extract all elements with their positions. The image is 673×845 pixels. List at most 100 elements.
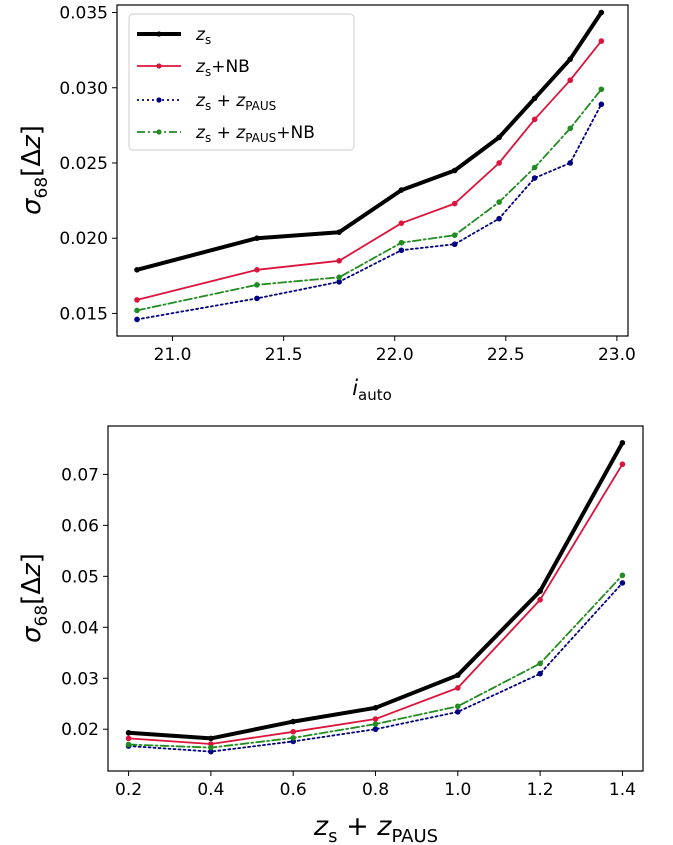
top-point-z-s [598, 9, 605, 16]
bottom-point-z-s-nb [619, 461, 626, 468]
top-point-z-s-z-paus [567, 160, 574, 166]
top-point-z-s-nb [531, 116, 538, 123]
bottom-point-z-s-nb [455, 685, 461, 691]
legend-box [128, 13, 355, 151]
bottom-y-tick-label: 0.07 [61, 465, 99, 485]
bottom-y-tick-label: 0.06 [61, 516, 99, 536]
legend-entry-zs-zpaus: zs + zPAUS [137, 91, 276, 113]
top-x-tick-label: 22.5 [487, 345, 525, 365]
bottom-x-tick-label: 0.6 [280, 780, 307, 800]
top-x-axis-label: iauto [352, 376, 392, 404]
legend: zs zs+NB zs + zPAUS zs + zPAUS+NB [128, 13, 355, 151]
top-point-z-s-nb [398, 220, 405, 226]
top-point-z-s-nb [134, 297, 140, 303]
bottom-point-z-s [125, 729, 132, 736]
bottom-x-axis-label: zs + zPAUS [313, 811, 438, 845]
svg-text:zs + zPAUS+NB: zs + zPAUS+NB [195, 123, 315, 145]
top-point-z-s-z-paus [531, 175, 538, 181]
bottom-y-tick-label: 0.04 [61, 618, 99, 638]
top-point-z-s-z-paus-nb [336, 274, 342, 281]
bottom-y-tick-label: 0.05 [61, 567, 99, 587]
top-point-z-s-nb [598, 38, 605, 44]
top-y-axis-label: σ68[Δz] [17, 125, 52, 215]
top-point-z-s-z-paus [496, 215, 502, 222]
top-x-tick-label: 22.0 [376, 345, 414, 365]
top-point-z-s [567, 56, 574, 62]
top-x-tick-label: 23.0 [598, 345, 636, 365]
top-point-z-s-nb [567, 77, 574, 84]
bottom-point-z-s-nb [290, 728, 296, 735]
top-point-z-s [134, 267, 140, 273]
top-point-z-s-z-paus-nb [134, 307, 140, 314]
bottom-point-z-s-z-paus-nb [372, 721, 379, 727]
top-point-z-s-nb [451, 200, 458, 207]
top-point-z-s [451, 167, 458, 174]
bottom-y-tick-label: 0.02 [61, 720, 99, 740]
legend-entry-zs-zpaus-nb: zs + zPAUS+NB [137, 123, 315, 145]
top-point-z-s-z-paus [254, 295, 260, 302]
top-point-z-s-z-paus-nb [598, 86, 605, 93]
bottom-y-tick-label: 0.03 [61, 669, 99, 689]
top-y-tick-label: 0.020 [59, 229, 108, 249]
svg-text:zs + zPAUS: zs + zPAUS [195, 91, 276, 113]
bottom-point-z-s-nb [125, 735, 132, 742]
top-y-tick-label: 0.025 [59, 154, 108, 174]
top-point-z-s [336, 229, 342, 235]
bottom-x-tick-label: 1.0 [444, 780, 471, 800]
top-point-z-s-nb [254, 267, 260, 273]
bottom-y-axis-label: σ68[Δz] [17, 553, 52, 643]
bottom-x-tick-label: 0.8 [362, 780, 389, 800]
top-point-z-s-z-paus [336, 279, 342, 285]
top-x-tick-label: 21.5 [265, 345, 303, 365]
legend-entry-zs-nb: zs+NB [137, 57, 250, 79]
bottom-point-z-s-nb [537, 596, 543, 603]
top-point-z-s [398, 187, 405, 193]
bottom-point-z-s [455, 672, 461, 678]
bottom-point-z-s-z-paus [208, 748, 214, 755]
bottom-point-z-s [619, 440, 626, 446]
bottom-point-z-s [372, 705, 379, 711]
svg-text:zs+NB: zs+NB [195, 57, 250, 79]
top-series-line-z-s-z-paus [136, 103, 603, 321]
bottom-point-z-s-z-paus [619, 580, 626, 586]
legend-entry-zs: zs [137, 25, 211, 47]
top-chart-panel: 21.0 21.5 22.0 22.5 23.0 0.015 0.020 0.025 0.030… [17, 4, 636, 404]
bottom-x-tick-label: 0.2 [115, 780, 142, 800]
top-y-tick-label: 0.030 [59, 79, 108, 99]
bottom-x-tick-label: 1.2 [527, 780, 554, 800]
bottom-point-z-s-z-paus-nb [537, 660, 543, 667]
bottom-x-tick-label: 1.4 [609, 780, 636, 800]
bottom-series-line-z-s-nb [127, 463, 624, 745]
bottom-point-z-s [208, 735, 214, 742]
bottom-point-z-s-z-paus-nb [125, 741, 132, 748]
bottom-point-z-s [537, 588, 543, 594]
top-point-z-s-z-paus [134, 316, 140, 323]
top-point-z-s-nb [496, 160, 502, 166]
top-point-z-s-z-paus-nb [567, 125, 574, 132]
top-point-z-s [254, 235, 260, 242]
bottom-point-z-s-z-paus [372, 726, 379, 733]
bottom-point-z-s-nb [372, 716, 379, 722]
top-point-z-s-nb [336, 257, 342, 264]
top-point-z-s-z-paus-nb [531, 164, 538, 171]
top-point-z-s-z-paus [451, 241, 458, 248]
bottom-point-z-s-z-paus-nb [208, 744, 214, 751]
top-point-z-s [531, 95, 538, 102]
bottom-series-line-z-s [126, 440, 625, 741]
top-point-z-s-z-paus-nb [496, 199, 502, 205]
top-plot-frame [116, 4, 629, 337]
bottom-point-z-s-z-paus [537, 670, 543, 677]
bottom-point-z-s-z-paus-nb [455, 703, 461, 710]
bottom-x-tick-label: 0.4 [197, 780, 224, 800]
top-y-tick-label: 0.035 [59, 4, 108, 24]
bottom-point-z-s-z-paus-nb [290, 735, 296, 741]
top-x-tick-label: 21.0 [154, 345, 192, 365]
top-point-z-s-z-paus-nb [451, 232, 458, 238]
top-point-z-s-z-paus [398, 247, 405, 254]
top-point-z-s-z-paus-nb [254, 282, 260, 288]
top-point-z-s [496, 134, 502, 141]
bottom-point-z-s-z-paus [455, 709, 461, 715]
bottom-point-z-s-z-paus-nb [619, 572, 626, 579]
bottom-point-z-s [290, 718, 296, 725]
